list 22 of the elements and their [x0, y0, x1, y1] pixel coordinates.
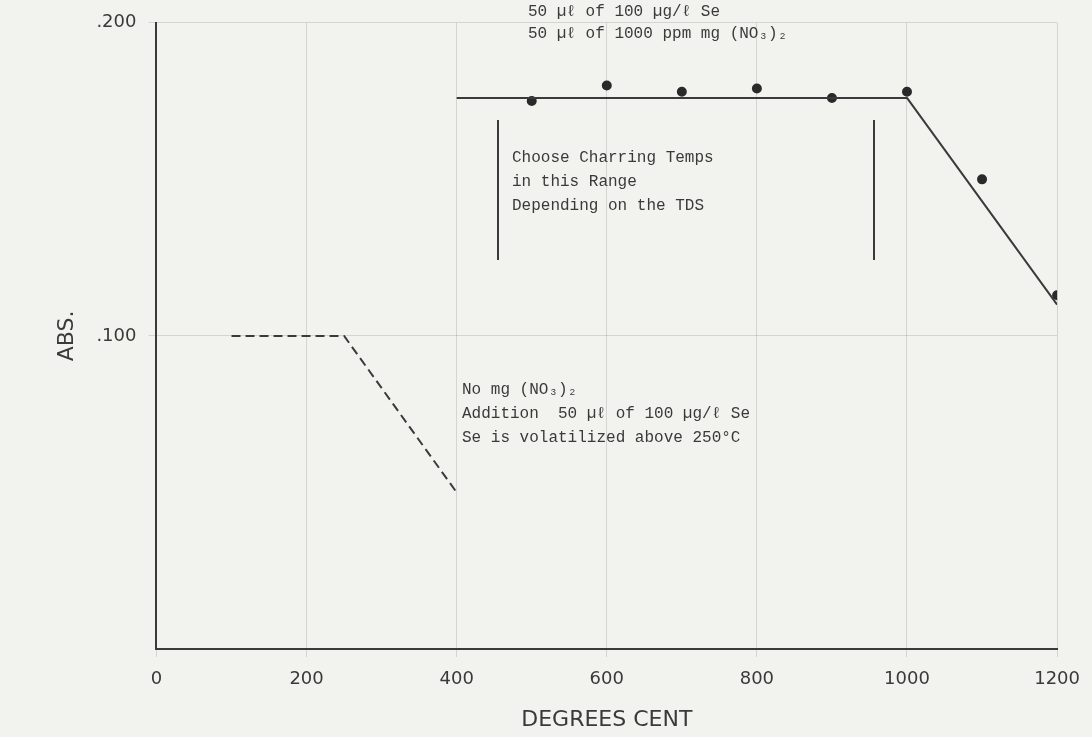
point	[601, 80, 612, 91]
x-tick-label: 0	[150, 667, 163, 689]
y-tick-label: .100	[96, 323, 137, 345]
x-tick-label: 1200	[1034, 667, 1080, 689]
x-tick-label: 800	[739, 667, 775, 689]
point	[676, 86, 687, 97]
text: 50 µℓ of 100 µg/ℓ Se	[528, 3, 721, 22]
annotation: Choose Charring Temps in this Range Depending on the TDS	[512, 149, 714, 216]
annotation: Addition 50 µℓ of 100 µg/ℓ Se	[462, 405, 751, 424]
y-axis-title: ABS.	[52, 310, 78, 362]
x-tick-label: 200	[289, 667, 324, 689]
x-tick-label: 400	[439, 667, 474, 689]
annotation: Se is volatilized above 250°C	[462, 429, 741, 448]
annotation: 50 µℓ of 1000 ppm mg (NO₃)₂	[528, 25, 788, 44]
point	[977, 174, 988, 185]
annotation: No mg (NO₃)₂	[462, 381, 578, 400]
x-axis-title: DEGREES CENT	[521, 705, 693, 731]
point	[901, 86, 912, 97]
y-tick-label: .200	[96, 10, 137, 32]
x-tick-label: 600	[589, 667, 624, 689]
point	[751, 83, 762, 94]
x-tick-label: 1000	[884, 667, 930, 689]
